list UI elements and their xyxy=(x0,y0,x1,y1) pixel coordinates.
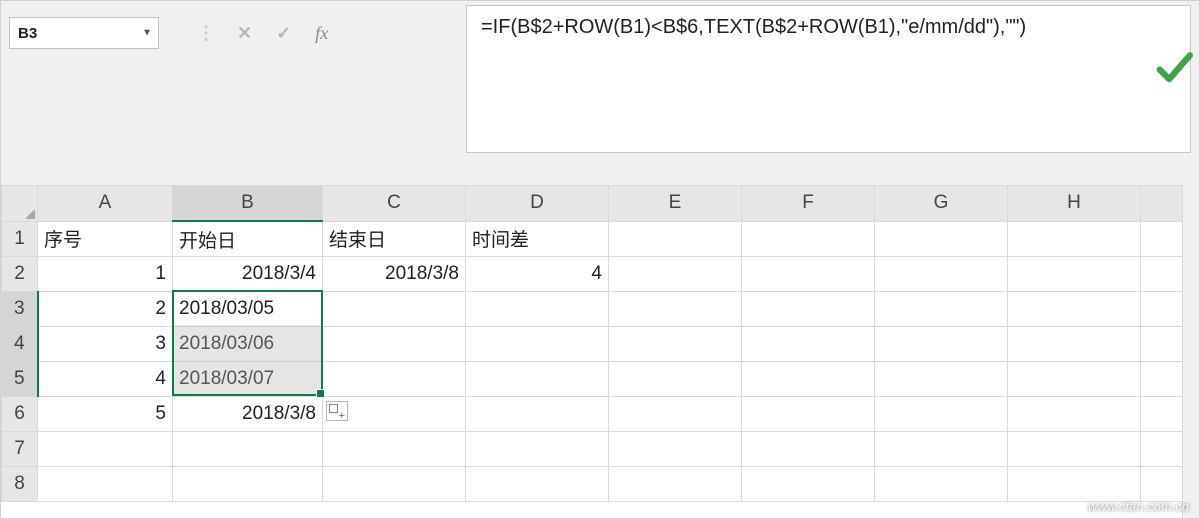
cell-F2[interactable] xyxy=(742,257,875,292)
cell-F8[interactable] xyxy=(742,467,875,502)
cell-C2[interactable]: 2018/3/8 xyxy=(323,257,466,292)
formula-bar-icons: ⋮ ✕ ✓ fx xyxy=(197,23,328,44)
cell-H2[interactable] xyxy=(1008,257,1141,292)
row-header-7[interactable]: 7 xyxy=(2,432,38,467)
cell-F7[interactable] xyxy=(742,432,875,467)
cell-A2[interactable]: 1 xyxy=(38,257,173,292)
cell-D5[interactable] xyxy=(466,362,609,397)
cell-E6[interactable] xyxy=(609,397,742,432)
cell-D1[interactable]: 时间差 xyxy=(466,221,609,257)
name-box-dropdown-icon[interactable]: ▼ xyxy=(142,28,152,39)
cell-E4[interactable] xyxy=(609,327,742,362)
cell-B6[interactable]: 2018/3/8 xyxy=(173,397,323,432)
formula-input[interactable]: =IF(B$2+ROW(B1)<B$6,TEXT(B$2+ROW(B1),"e/… xyxy=(466,5,1191,153)
cell-A7[interactable] xyxy=(38,432,173,467)
cell-B5[interactable]: 2018/03/07 xyxy=(173,362,323,397)
cell-B3[interactable]: 2018/03/05 xyxy=(173,292,323,327)
cell-A3[interactable]: 2 xyxy=(38,292,173,327)
cell-G5[interactable] xyxy=(875,362,1008,397)
col-header-E[interactable]: E xyxy=(609,186,742,222)
row-header-4[interactable]: 4 xyxy=(2,327,38,362)
cell-F6[interactable] xyxy=(742,397,875,432)
select-all-corner[interactable] xyxy=(2,186,38,222)
cell-H6[interactable] xyxy=(1008,397,1141,432)
cell-D3[interactable] xyxy=(466,292,609,327)
cell-B8[interactable] xyxy=(173,467,323,502)
cell-H7[interactable] xyxy=(1008,432,1141,467)
row-header-5[interactable]: 5 xyxy=(2,362,38,397)
cell-D7[interactable] xyxy=(466,432,609,467)
cell-C3[interactable] xyxy=(323,292,466,327)
cell-H1[interactable] xyxy=(1008,221,1141,257)
enter-icon[interactable]: ✓ xyxy=(276,23,291,44)
cell-A5[interactable]: 4 xyxy=(38,362,173,397)
cell-B2[interactable]: 2018/3/4 xyxy=(173,257,323,292)
cell-E7[interactable] xyxy=(609,432,742,467)
cell-C7[interactable] xyxy=(323,432,466,467)
cell-F1[interactable] xyxy=(742,221,875,257)
cell-D4[interactable] xyxy=(466,327,609,362)
formula-text: =IF(B$2+ROW(B1)<B$6,TEXT(B$2+ROW(B1),"e/… xyxy=(481,16,1026,38)
cell-G8[interactable] xyxy=(875,467,1008,502)
row-header-2[interactable]: 2 xyxy=(2,257,38,292)
cell-G2[interactable] xyxy=(875,257,1008,292)
cell-A8[interactable] xyxy=(38,467,173,502)
cell-E1[interactable] xyxy=(609,221,742,257)
col-header-C[interactable]: C xyxy=(323,186,466,222)
cell-A6[interactable]: 5 xyxy=(38,397,173,432)
cell-G4[interactable] xyxy=(875,327,1008,362)
col-header-G[interactable]: G xyxy=(875,186,1008,222)
fx-icon[interactable]: fx xyxy=(315,23,328,44)
autofill-options-icon[interactable] xyxy=(326,401,348,421)
cell-D6[interactable] xyxy=(466,397,609,432)
cell-G1[interactable] xyxy=(875,221,1008,257)
cell-B4[interactable]: 2018/03/06 xyxy=(173,327,323,362)
cell-E2[interactable] xyxy=(609,257,742,292)
spreadsheet-grid[interactable]: ABCDEFGH1序号开始日结束日时间差212018/3/42018/3/843… xyxy=(1,185,1199,518)
cell-G6[interactable] xyxy=(875,397,1008,432)
splitter-icon[interactable]: ⋮ xyxy=(197,23,213,44)
cell-A1[interactable]: 序号 xyxy=(38,221,173,257)
cell-A4[interactable]: 3 xyxy=(38,327,173,362)
cell-C1[interactable]: 结束日 xyxy=(323,221,466,257)
cell-H5[interactable] xyxy=(1008,362,1141,397)
cell-E3[interactable] xyxy=(609,292,742,327)
cell-C4[interactable] xyxy=(323,327,466,362)
cell-F3[interactable] xyxy=(742,292,875,327)
cell-D2[interactable]: 4 xyxy=(466,257,609,292)
cell-H4[interactable] xyxy=(1008,327,1141,362)
cell-G3[interactable] xyxy=(875,292,1008,327)
cell-C5[interactable] xyxy=(323,362,466,397)
cell-B1[interactable]: 开始日 xyxy=(173,221,323,257)
cell-D8[interactable] xyxy=(466,467,609,502)
row-header-8[interactable]: 8 xyxy=(2,467,38,502)
row-header-1[interactable]: 1 xyxy=(2,221,38,257)
cell-E8[interactable] xyxy=(609,467,742,502)
watermark: www.cfan.com.cn xyxy=(1088,499,1189,514)
col-header-B[interactable]: B xyxy=(173,186,323,222)
vertical-scrollbar[interactable] xyxy=(1182,185,1199,518)
row-header-3[interactable]: 3 xyxy=(2,292,38,327)
cell-E5[interactable] xyxy=(609,362,742,397)
name-box[interactable]: B3 ▼ xyxy=(9,17,159,49)
excel-window: B3 ▼ ⋮ ✕ ✓ fx =IF(B$2+ROW(B1)<B$6,TEXT(B… xyxy=(0,0,1200,518)
cell-G7[interactable] xyxy=(875,432,1008,467)
col-header-F[interactable]: F xyxy=(742,186,875,222)
cell-H3[interactable] xyxy=(1008,292,1141,327)
col-header-D[interactable]: D xyxy=(466,186,609,222)
checkmark-overlay-icon xyxy=(1155,49,1193,92)
name-box-ref: B3 xyxy=(18,25,37,42)
cell-F5[interactable] xyxy=(742,362,875,397)
cancel-icon[interactable]: ✕ xyxy=(237,23,252,44)
cell-C8[interactable] xyxy=(323,467,466,502)
cell-F4[interactable] xyxy=(742,327,875,362)
cell-H8[interactable] xyxy=(1008,467,1141,502)
row-header-6[interactable]: 6 xyxy=(2,397,38,432)
col-header-A[interactable]: A xyxy=(38,186,173,222)
cell-B7[interactable] xyxy=(173,432,323,467)
col-header-H[interactable]: H xyxy=(1008,186,1141,222)
